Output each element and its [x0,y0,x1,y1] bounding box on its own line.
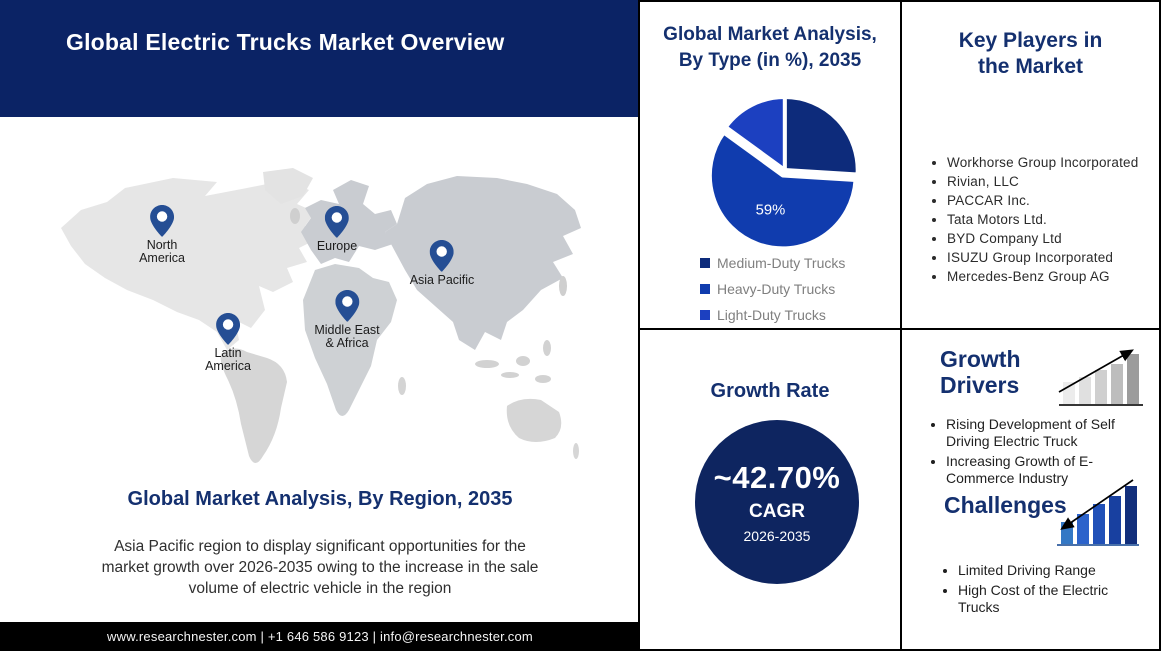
page-title: Global Electric Trucks Market Overview [66,29,505,55]
map-label-asia-pacific: Asia Pacific [410,274,475,287]
key-players-list: Workhorse Group Incorporated Rivian, LLC… [902,155,1159,284]
key-player-item: BYD Company Ltd [947,231,1159,246]
pie-chart: 59% [707,95,860,251]
island-madagascar [398,377,406,395]
growth-drivers-heading-line: Drivers [940,372,1020,399]
map-label-line: Latin [214,346,242,360]
map-pin-latin-america: Latin America [205,313,251,373]
map-label-line: North [146,238,178,252]
legend-marker [700,310,710,320]
key-players-heading-line: Key Players in [958,29,1103,52]
island-papua [535,375,551,383]
key-player-item: PACCAR Inc. [947,193,1159,208]
continent-north-america [61,178,319,350]
legend-marker [700,258,710,268]
growth-rate-panel: Growth Rate ~42.70% CAGR 2026-2035 [638,328,902,651]
cagr-label: CAGR [749,501,805,522]
drivers-challenges-panel: Growth Drivers Rising Development of Sel… [900,328,1161,651]
pie-chart-panel: 59% Global Market Analysis, By Type (in … [638,0,902,330]
continent-europe [301,180,397,264]
island-sumatra [475,360,499,368]
legend-label: Medium-Duty Trucks [717,255,846,271]
map-pin-europe: Europe [317,206,357,253]
map-label-line: Europe [316,239,358,253]
key-player-item: Rivian, LLC [947,174,1159,189]
location-pin-icon [325,206,349,238]
key-players-heading-line: the Market [977,55,1084,79]
legend-item: Medium-Duty Trucks [700,250,845,276]
map-label-europe: Europe [317,240,357,253]
pie-slice-light-duty-trucks [723,95,787,172]
key-players-heading: Key Players in the Market [902,28,1159,81]
key-player-item: Tata Motors Ltd. [947,212,1159,227]
challenges-heading: Challenges [944,492,1067,518]
key-player-item: Workhorse Group Incorporated [947,155,1159,170]
pie-legend: Medium-Duty Trucks Heavy-Duty Trucks Lig… [700,250,845,328]
title-banner: Global Electric Trucks Market Overview [0,0,640,117]
map-label-middle-east-africa: Middle East & Africa [314,324,379,350]
key-players-panel: Key Players in the Market Workhorse Grou… [900,0,1161,330]
challenges-list: Limited Driving Range High Cost of the E… [902,562,1144,619]
footer-bar: www.researchnester.com | +1 646 586 9123… [0,622,640,651]
region-analysis-heading: Global Market Analysis, By Region, 2035 [127,488,513,510]
growth-rate-circle: ~42.70% CAGR 2026-2035 [695,420,859,584]
location-pin-icon [429,240,454,272]
location-pin-icon [216,313,240,345]
location-pin-icon [150,205,174,237]
key-player-item: ISUZU Group Incorporated [947,250,1159,265]
map-pin-middle-east-africa: Middle East & Africa [314,290,380,350]
pie-title-line: By Type (in %), 2035 [678,49,862,71]
map-label-north-america: North America [139,239,185,265]
map-pin-asia-pacific: Asia Pacific [410,240,475,287]
rising-bars-icon [1058,349,1143,406]
island-java [501,372,519,378]
pie-slice-heavy-duty-trucks [707,130,858,251]
continent-south-america [220,348,287,463]
continent-africa [303,264,397,416]
map-label-line: America [139,251,185,265]
continent-australia [506,398,562,442]
location-pin-icon [335,290,359,322]
map-label-line: America [205,359,251,373]
island-uk [290,208,300,224]
growth-driver-item: Rising Development of Self Driving Elect… [946,416,1154,450]
map-label-latin-america: Latin America [205,347,251,373]
map-label-line: & Africa [325,336,369,350]
footer-contact: www.researchnester.com | +1 646 586 9123… [107,629,533,644]
challenge-item: High Cost of the Electric Trucks [958,582,1144,616]
map-label-line: Asia Pacific [409,273,475,287]
island-borneo [516,356,530,366]
legend-item: Light-Duty Trucks [700,302,845,328]
pie-slice-medium-duty-trucks [782,95,860,177]
map-label-line: Middle East [314,323,380,337]
growth-driver-item: Increasing Growth of E-Commerce Industry [946,453,1154,487]
world-map-graphic [61,168,581,463]
pie-data-label: 59% [756,203,786,219]
growth-drivers-list: Rising Development of Self Driving Elect… [902,416,1154,490]
cagr-value: ~42.70% [713,460,841,495]
growth-rate-heading: Growth Rate [710,380,830,402]
key-player-item: Mercedes-Benz Group AG [947,269,1159,284]
world-map: North America Europe Asia Pacific [55,168,585,473]
growth-drivers-heading-line: Growth [940,346,1021,372]
island-philippines [543,340,551,356]
island-japan [559,276,567,296]
challenge-item: Limited Driving Range [958,562,1144,579]
map-pin-north-america: North America [139,205,185,265]
legend-marker [700,284,710,294]
continent-asia [385,176,581,350]
legend-label: Heavy-Duty Trucks [717,281,836,297]
legend-label: Light-Duty Trucks [717,307,826,323]
continent-greenland [263,168,313,204]
cagr-period: 2026-2035 [743,528,811,544]
region-analysis-description: Asia Pacific region to display significa… [101,538,539,597]
legend-item: Heavy-Duty Trucks [700,276,845,302]
island-new-zealand [573,443,579,459]
declining-bars-icon [1057,479,1139,546]
growth-drivers-heading: Growth Drivers [940,346,1021,399]
pie-chart-title: Global Market Analysis, By Type (in %), … [646,22,894,73]
pie-title-line: Global Market Analysis, [663,24,877,45]
